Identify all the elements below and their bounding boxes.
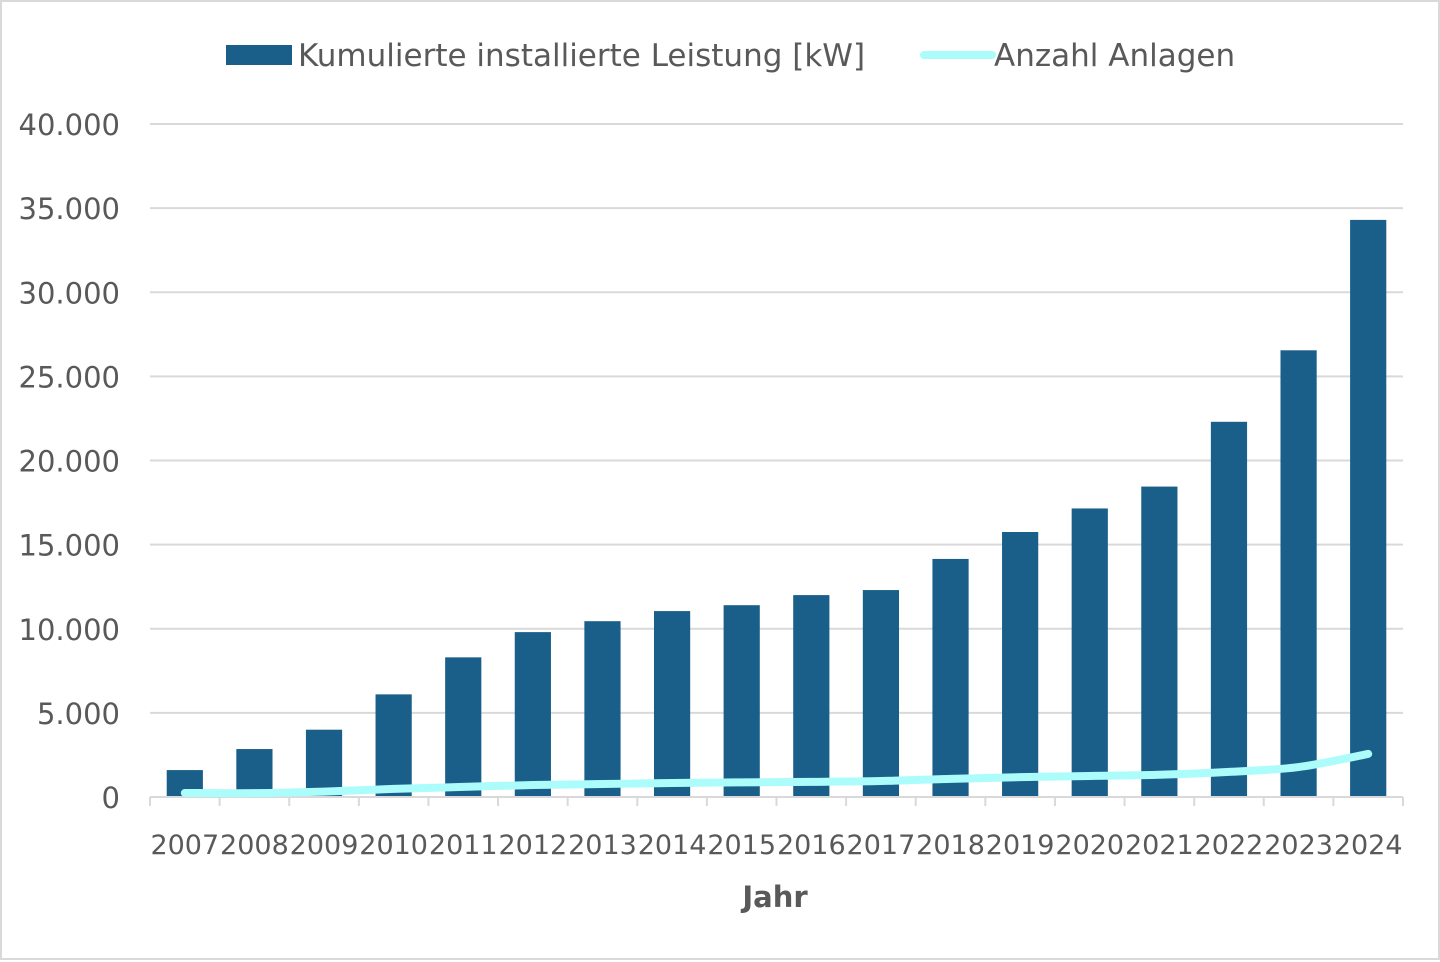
y-tick-label: 30.000 <box>19 276 120 310</box>
legend-label-bar: Kumulierte installierte Leistung [kW] <box>298 38 865 74</box>
bar-2017 <box>862 590 900 797</box>
x-tick-label: 2021 <box>1125 830 1194 861</box>
y-tick-label: 0 <box>102 781 120 815</box>
bar-2019 <box>1002 532 1039 797</box>
bar-2015 <box>723 605 760 797</box>
bar-2020 <box>1071 508 1108 797</box>
bar-2010 <box>375 694 412 797</box>
legend: Kumulierte installierte Leistung [kW] An… <box>226 38 1235 74</box>
x-tick-label: 2015 <box>707 830 776 861</box>
x-tick-label: 2007 <box>150 830 219 861</box>
y-tick-label: 40.000 <box>19 108 120 142</box>
x-tick-label: 2010 <box>359 830 428 861</box>
bar-2014 <box>653 611 691 797</box>
bar-2022 <box>1210 421 1248 797</box>
series-line-anzahl-anlagen <box>180 749 1373 798</box>
bar-2009 <box>305 729 343 797</box>
bar-2024 <box>1350 219 1387 798</box>
bar-2021 <box>1141 486 1178 797</box>
legend-swatch-bar <box>226 45 292 65</box>
bar-2013 <box>584 621 621 797</box>
x-tick-label: 2023 <box>1264 830 1333 861</box>
x-tick-label: 2016 <box>777 830 846 861</box>
x-tick-label: 2017 <box>847 830 916 861</box>
x-tick-label: 2008 <box>220 830 289 861</box>
bar-2011 <box>445 657 482 797</box>
y-tick-label: 10.000 <box>19 613 120 647</box>
x-tick-label: 2009 <box>290 830 359 861</box>
y-tick-label: 20.000 <box>19 445 120 479</box>
x-tick-label: 2011 <box>429 830 498 861</box>
bar-2023 <box>1280 350 1317 797</box>
legend-label-line: Anzahl Anlagen <box>994 38 1235 74</box>
y-tick-label: 15.000 <box>19 529 120 563</box>
x-tick-label: 2022 <box>1195 830 1264 861</box>
x-tick-label: 2020 <box>1055 830 1124 861</box>
x-tick-label: 2018 <box>916 830 985 861</box>
y-tick-label: 25.000 <box>19 360 120 394</box>
x-tick-label: 2014 <box>638 830 707 861</box>
bar-2012 <box>514 632 551 797</box>
x-tick-label: 2013 <box>568 830 637 861</box>
bar-2018 <box>932 558 969 797</box>
x-axis-title: Jahr <box>740 880 808 914</box>
y-tick-label: 5.000 <box>37 697 120 731</box>
x-tick-label: 2019 <box>986 830 1055 861</box>
x-tick-label: 2024 <box>1334 830 1403 861</box>
bar-2016 <box>793 595 830 797</box>
y-tick-label: 35.000 <box>19 192 120 226</box>
x-tick-label: 2012 <box>499 830 568 861</box>
